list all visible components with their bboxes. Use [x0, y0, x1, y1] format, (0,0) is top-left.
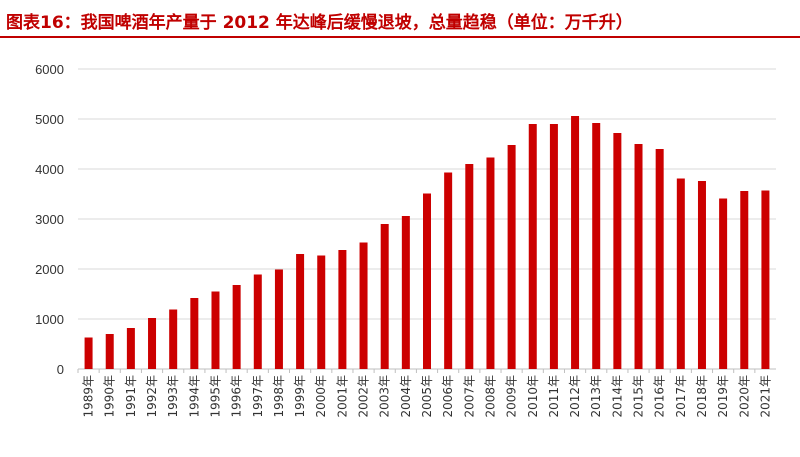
- x-tick-label: 2001年: [335, 375, 349, 418]
- bar: [740, 191, 749, 369]
- bar: [380, 224, 389, 369]
- bar: [507, 145, 516, 369]
- x-tick-label: 2010年: [526, 375, 540, 418]
- x-tick-label: 1992年: [145, 375, 159, 418]
- x-tick-label: 1989年: [82, 375, 96, 418]
- chart-title-bar: 图表16：我国啤酒年产量于 2012 年达峰后缓慢退坡，总量趋稳（单位：万千升）: [0, 0, 800, 38]
- bar: [465, 164, 474, 369]
- bar: [84, 337, 93, 369]
- x-tick-label: 2008年: [483, 375, 497, 418]
- bar: [592, 123, 601, 369]
- x-tick-label: 2011年: [547, 375, 561, 418]
- bar: [317, 255, 326, 369]
- bar: [423, 193, 431, 369]
- bar: [571, 116, 580, 369]
- x-tick-label: 2017年: [674, 375, 688, 418]
- y-tick-label: 6000: [35, 62, 64, 77]
- bar: [148, 318, 157, 369]
- bar: [296, 254, 305, 369]
- y-tick-label: 4000: [35, 162, 64, 177]
- bar: [486, 157, 495, 369]
- bar-chart: 0 1000 2000 3000 4000 5000 6000 1989年 1990年 1991年…: [35, 62, 776, 418]
- x-tick-label: 1994年: [187, 375, 201, 418]
- x-tick-label: 1999年: [293, 375, 307, 418]
- x-tick-label: 2020年: [737, 375, 751, 418]
- bar: [634, 144, 643, 369]
- y-tick-label: 0: [57, 362, 64, 377]
- bar: [401, 216, 410, 369]
- x-tick-label: 2015年: [632, 375, 646, 418]
- x-tick-label: 1996年: [230, 375, 244, 418]
- x-tick-label: 2009年: [505, 375, 519, 418]
- bar: [126, 328, 135, 369]
- x-tick-label: 1993年: [166, 375, 180, 418]
- x-tick-label: 2019年: [716, 375, 730, 418]
- x-tick-label: 2021年: [758, 375, 772, 418]
- y-tick-label: 5000: [35, 112, 64, 127]
- bar: [549, 124, 558, 369]
- bar: [253, 274, 262, 369]
- bar: [105, 334, 114, 369]
- chart-title: 图表16：我国啤酒年产量于 2012 年达峰后缓慢退坡，总量趋稳（单位：万千升）: [6, 13, 633, 33]
- bar: [697, 181, 706, 369]
- bar: [444, 172, 453, 369]
- x-tick-label: 2000年: [314, 375, 328, 418]
- x-tick-label: 2003年: [378, 375, 392, 418]
- x-tick-label: 2002年: [357, 375, 371, 418]
- x-tick-label: 2005年: [420, 375, 434, 418]
- x-tick-label: 2004年: [399, 375, 413, 418]
- y-tick-label: 2000: [35, 262, 64, 277]
- x-tick-label: 1991年: [124, 375, 138, 418]
- x-tick-label: 1998年: [272, 375, 286, 418]
- x-tick-label: 2012年: [568, 375, 582, 418]
- x-tick-label: 2013年: [589, 375, 603, 418]
- x-tick-label: 1995年: [208, 375, 222, 418]
- bar: [528, 124, 537, 369]
- x-tick-label: 2018年: [695, 375, 709, 418]
- x-tick-label: 1990年: [103, 375, 117, 418]
- bar: [211, 291, 220, 369]
- x-tick-label: 2016年: [653, 375, 667, 418]
- bar: [169, 309, 178, 369]
- bar: [232, 285, 241, 369]
- x-tick-label: 2014年: [610, 375, 624, 418]
- x-tick-label: 2006年: [441, 375, 455, 418]
- bar: [190, 298, 199, 369]
- bar: [613, 133, 622, 369]
- bar: [761, 190, 770, 369]
- x-tick-label: 1997年: [251, 375, 265, 418]
- y-tick-label: 3000: [35, 212, 64, 227]
- y-tick-label: 1000: [35, 312, 64, 327]
- bar: [338, 250, 347, 369]
- x-tick-label: 2007年: [462, 375, 476, 418]
- bar: [359, 242, 368, 369]
- bar: [655, 149, 664, 369]
- bar: [274, 269, 283, 369]
- bar: [676, 178, 685, 369]
- bar: [719, 198, 728, 369]
